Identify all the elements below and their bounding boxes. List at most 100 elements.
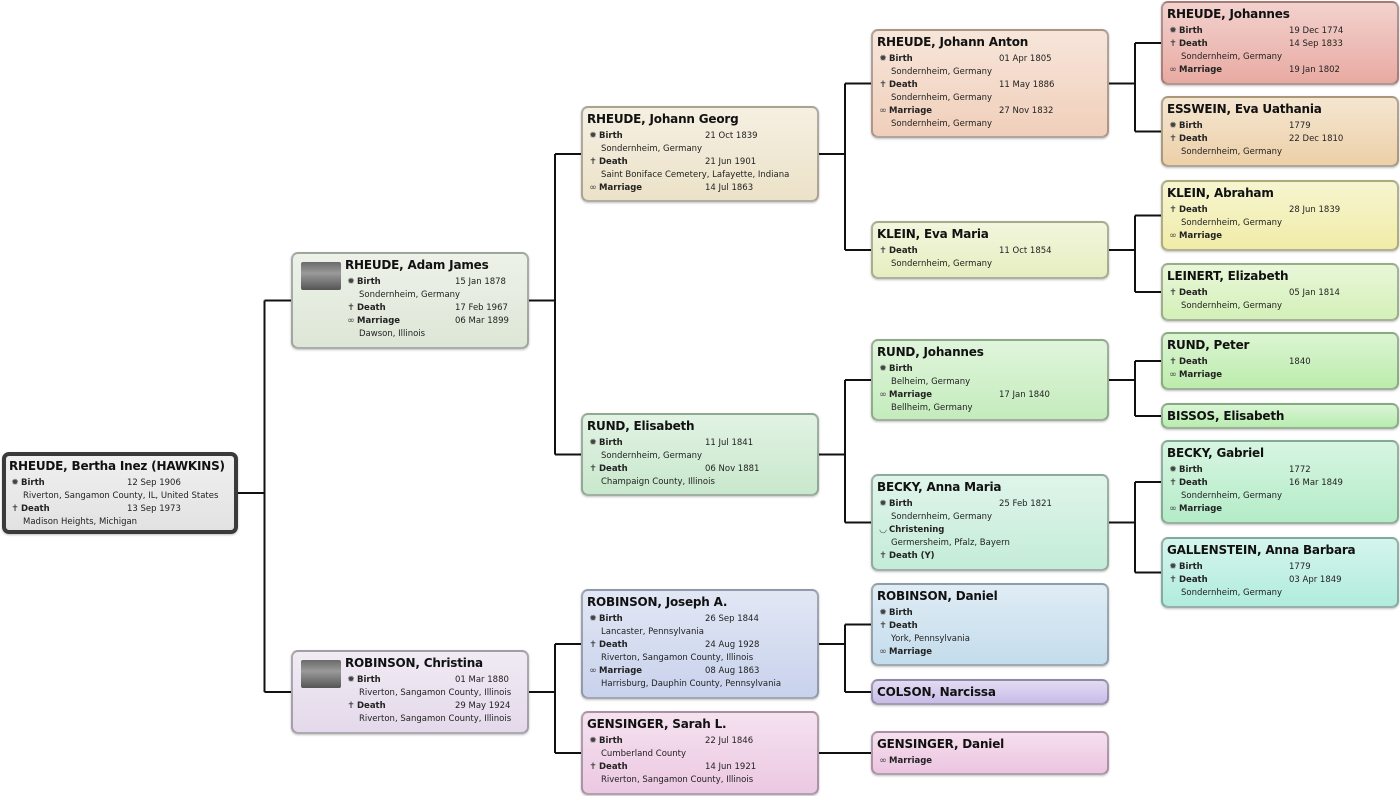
person-card[interactable]: ROBINSON, Joseph A. ✹ Birth 26 Sep 1844 Lanc… xyxy=(581,589,819,699)
event-place: Sondernheim, Germany xyxy=(1181,147,1283,157)
person-card[interactable]: RHEUDE, Adam James ✹ Birth 15 Jan 1878 Sonde… xyxy=(291,252,529,349)
event-label: Death xyxy=(1179,478,1208,488)
person-card[interactable]: RHEUDE, Bertha Inez (HAWKINS) ✹ Birth 12 Se… xyxy=(2,452,238,534)
event-marriage: ∞ Marriage 08 Aug 1863 xyxy=(587,665,813,678)
person-card[interactable]: ROBINSON, Christina ✹ Birth 01 Mar 1880 Rive… xyxy=(291,650,529,734)
birth-icon: ✹ xyxy=(11,478,19,488)
event-label: Marriage xyxy=(1179,231,1223,241)
event-label: Christening xyxy=(889,525,945,535)
event-label: Marriage xyxy=(1179,65,1223,75)
event-label: Birth xyxy=(21,478,45,488)
event-label: Death xyxy=(889,621,918,631)
event-date: 06 Mar 1899 xyxy=(455,316,509,326)
event-date: 14 Jun 1921 xyxy=(705,762,757,772)
person-card[interactable]: BECKY, Gabriel ✹ Birth 1772 ✝ Death 16 Mar 184… xyxy=(1161,440,1399,524)
person-card[interactable]: KLEIN, Abraham ✝ Death 28 Jun 1839 Sondernhe… xyxy=(1161,180,1399,251)
event-place: Dawson, Illinois xyxy=(359,329,426,339)
person-card[interactable]: ROBINSON, Daniel ✹ Birth ✝ Death York, Pennsy… xyxy=(871,583,1109,666)
marriage-rings-icon: ∞ xyxy=(1169,231,1177,241)
event-place: Sondernheim, Germany xyxy=(891,93,993,103)
birth-icon: ✹ xyxy=(879,608,887,618)
person-card[interactable]: GENSINGER, Sarah L. ✹ Birth 22 Jul 1846 Cumb… xyxy=(581,711,819,795)
event-label: Birth xyxy=(357,675,381,685)
event-date: 21 Jun 1901 xyxy=(705,157,757,167)
event-label: Death xyxy=(357,701,386,711)
event-date: 13 Sep 1973 xyxy=(127,504,181,514)
event-death: ✝ Death 14 Sep 1833 xyxy=(1167,38,1393,51)
person-name: GALLENSTEIN, Anna Barbara xyxy=(1167,543,1356,557)
person-card[interactable]: GALLENSTEIN, Anna Barbara ✹ Birth 1779 ✝ Deat… xyxy=(1161,537,1399,608)
death-cross-icon: ✝ xyxy=(347,701,355,711)
event-date: 1779 xyxy=(1289,121,1311,131)
person-card[interactable]: BISSOS, Elisabeth xyxy=(1161,403,1399,429)
birth-icon: ✹ xyxy=(879,54,887,64)
event-place: Riverton, Sangamon County, Illinois xyxy=(359,714,512,724)
event-date: 14 Jul 1863 xyxy=(705,183,754,193)
person-card[interactable]: COLSON, Narcissa xyxy=(871,679,1109,705)
death-cross-icon: ✝ xyxy=(589,762,597,772)
person-card[interactable]: RHEUDE, Johann Anton ✹ Birth 01 Apr 1805 Son… xyxy=(871,29,1109,138)
person-name: GENSINGER, Daniel xyxy=(877,737,1005,751)
death-cross-icon: ✝ xyxy=(879,246,887,256)
event-place: Cumberland County xyxy=(601,749,687,759)
event-label: Marriage xyxy=(889,647,933,657)
event-date: 19 Dec 1774 xyxy=(1289,26,1344,36)
event-label: Death xyxy=(599,157,628,167)
person-name: LEINERT, Elizabeth xyxy=(1167,269,1289,283)
person-name: KLEIN, Abraham xyxy=(1167,186,1274,200)
event-place: Harrisburg, Dauphin County, Pennsylvania xyxy=(601,679,782,689)
event-date: 11 May 1886 xyxy=(999,80,1055,90)
person-card[interactable]: RHEUDE, Johannes ✹ Birth 19 Dec 1774 ✝ Death 1… xyxy=(1161,1,1399,85)
event-birth: ✹ Birth 22 Jul 1846 xyxy=(587,735,813,748)
death-cross-icon: ✝ xyxy=(1169,478,1177,488)
event-label: Death xyxy=(599,640,628,650)
event-label: Birth xyxy=(599,438,623,448)
event-marriage: ∞ Marriage 06 Mar 1899 xyxy=(345,315,523,328)
event-place: Sondernheim, Germany xyxy=(891,512,993,522)
event-death: ✝ Death 05 Jan 1814 xyxy=(1167,287,1393,300)
person-card[interactable]: RUND, Elisabeth ✹ Birth 11 Jul 1841 Sondernh… xyxy=(581,413,819,496)
person-card[interactable]: GENSINGER, Daniel ∞ Marriage xyxy=(871,731,1109,775)
event-place: Bellheim, Germany xyxy=(891,403,973,413)
birth-icon: ✹ xyxy=(879,364,887,374)
event-place: Sondernheim, Germany xyxy=(601,451,703,461)
event-death: ✝ Death xyxy=(877,620,1103,633)
person-card[interactable]: BECKY, Anna Maria ✹ Birth 25 Feb 1821 Sonder… xyxy=(871,474,1109,571)
event-birth: ✹ Birth xyxy=(877,607,1103,620)
event-date: 25 Feb 1821 xyxy=(999,499,1052,509)
event-label: Death xyxy=(889,246,918,256)
event-label: Birth xyxy=(599,614,623,624)
event-marriage: ∞ Marriage 14 Jul 1863 xyxy=(587,182,813,195)
event-place: Champaign County, Illinois xyxy=(601,477,715,487)
event-label: Marriage xyxy=(889,390,933,400)
event-birth: ✹ Birth 19 Dec 1774 xyxy=(1167,25,1393,38)
person-name: RHEUDE, Bertha Inez (HAWKINS) xyxy=(9,459,225,473)
birth-icon: ✹ xyxy=(347,675,355,685)
birth-icon: ✹ xyxy=(589,131,597,141)
event-birth: ✹ Birth 26 Sep 1844 xyxy=(587,613,813,626)
person-card[interactable]: ESSWEIN, Eva Uathania ✹ Birth 1779 ✝ Death 22 … xyxy=(1161,96,1399,167)
death-cross-icon: ✝ xyxy=(1169,288,1177,298)
person-name: ESSWEIN, Eva Uathania xyxy=(1167,102,1322,116)
event-date: 22 Dec 1810 xyxy=(1289,134,1344,144)
person-name: RHEUDE, Johann Georg xyxy=(587,112,739,126)
person-card[interactable]: LEINERT, Elizabeth ✝ Death 05 Jan 1814 Sonde… xyxy=(1161,263,1399,321)
event-birth: ✹ Birth 25 Feb 1821 xyxy=(877,498,1103,511)
event-label: Birth xyxy=(889,499,913,509)
death-cross-icon: ✝ xyxy=(589,157,597,167)
event-place: Sondernheim, Germany xyxy=(359,290,461,300)
person-card[interactable]: RHEUDE, Johann Georg ✹ Birth 21 Oct 1839 Son… xyxy=(581,106,819,202)
event-label: Birth xyxy=(1179,121,1203,131)
event-label: Death xyxy=(21,504,50,514)
event-date: 22 Jul 1846 xyxy=(705,736,754,746)
person-card[interactable]: RUND, Johannes ✹ Birth Belheim, Germany ∞ Mar… xyxy=(871,339,1109,421)
event-place: Sondernheim, Germany xyxy=(891,259,993,269)
person-card[interactable]: RUND, Peter ✝ Death 1840 ∞ Marriage xyxy=(1161,332,1399,390)
person-card[interactable]: KLEIN, Eva Maria ✝ Death 11 Oct 1854 Sondern… xyxy=(871,221,1109,279)
event-date: 05 Jan 1814 xyxy=(1289,288,1340,298)
birth-icon: ✹ xyxy=(589,438,597,448)
event-death: ✝ Death 16 Mar 1849 xyxy=(1167,477,1393,490)
event-date: 28 Jun 1839 xyxy=(1289,205,1341,215)
event-place: Lancaster, Pennsylvania xyxy=(601,627,704,637)
